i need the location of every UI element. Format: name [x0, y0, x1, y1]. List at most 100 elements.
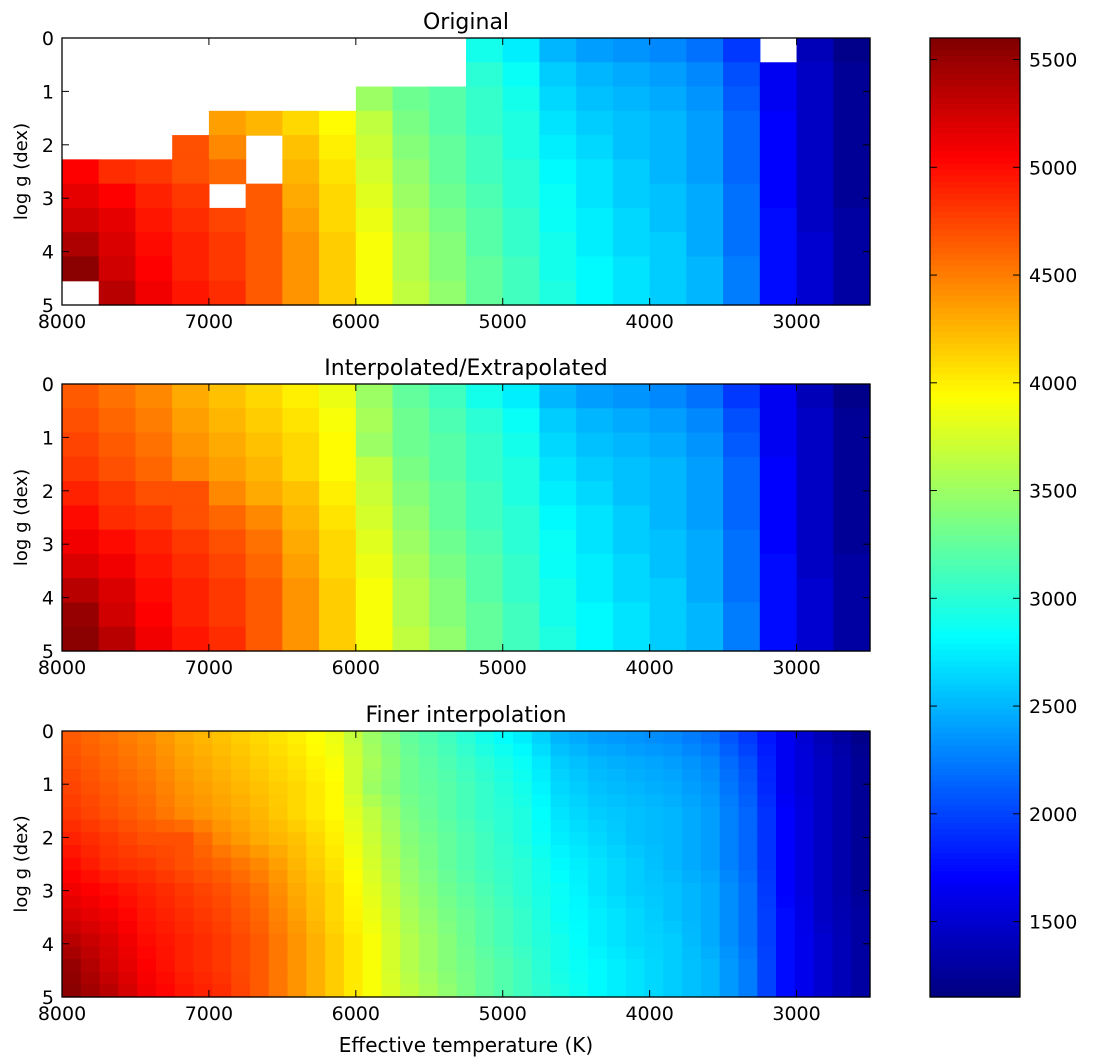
heatmap-cell — [494, 959, 514, 973]
heatmap-cell — [249, 743, 270, 757]
colorbar-segment — [930, 79, 1020, 87]
heatmap-cell — [512, 870, 533, 884]
heatmap-cell — [456, 857, 476, 871]
heatmap-cell — [738, 743, 758, 757]
heatmap-cell — [362, 743, 383, 757]
heatmap-cell — [466, 456, 504, 482]
heatmap-cell — [494, 921, 514, 935]
heatmap-cell — [355, 602, 394, 628]
heatmap-cell — [832, 895, 852, 909]
heatmap-cell — [193, 959, 213, 973]
heatmap-cell — [155, 984, 176, 998]
heatmap-cell — [663, 743, 683, 757]
heatmap-cell — [193, 933, 213, 947]
heatmap-cell — [686, 110, 724, 136]
heatmap-cell — [644, 971, 664, 985]
heatmap-cell — [649, 110, 687, 136]
colorbar-segment — [930, 955, 1020, 962]
heatmap-cell — [663, 971, 683, 985]
heatmap-cell — [212, 921, 232, 935]
heatmap-cell — [851, 794, 871, 808]
x-tick-label: 3000 — [772, 311, 820, 333]
heatmap-cell — [700, 832, 721, 846]
heatmap-cell — [833, 256, 871, 282]
heatmap-cell — [287, 971, 307, 985]
heatmap-cell — [794, 870, 815, 884]
heatmap-cell — [475, 933, 495, 947]
heatmap-cell — [686, 183, 724, 209]
colorbar-segment — [930, 493, 1020, 501]
heatmap-cell — [466, 110, 504, 136]
heatmap-cell — [851, 908, 871, 922]
colorbar-segment — [930, 415, 1020, 423]
heatmap-cell — [539, 456, 577, 482]
heatmap-cell — [719, 731, 740, 745]
heatmap-cell — [362, 781, 383, 795]
colorbar-segment — [930, 871, 1020, 878]
heatmap-cell — [832, 933, 852, 947]
heatmap-cell — [172, 578, 210, 604]
heatmap-cell — [419, 946, 439, 960]
heatmap-cell — [776, 921, 796, 935]
heatmap-cell — [512, 845, 533, 859]
heatmap-cell — [62, 432, 100, 458]
colorbar-segment — [930, 895, 1020, 902]
heatmap-cell — [212, 807, 232, 821]
heatmap-cell — [118, 743, 138, 757]
heatmap-cell — [456, 807, 476, 821]
heatmap-cell — [325, 971, 345, 985]
heatmap-cell — [306, 908, 326, 922]
heatmap-cell — [268, 832, 289, 846]
heatmap-cell — [686, 62, 724, 88]
colorbar-segment — [930, 685, 1020, 692]
heatmap-cell — [700, 946, 721, 960]
heatmap-cell — [663, 870, 683, 884]
heatmap-cell — [719, 933, 740, 947]
heatmap-cell — [833, 86, 871, 112]
heatmap-cell — [531, 832, 552, 846]
heatmap-cell — [362, 769, 383, 783]
heatmap-cell — [723, 110, 761, 136]
heatmap-cell — [531, 984, 552, 998]
heatmap-cell — [796, 408, 834, 434]
heatmap-cell — [851, 769, 871, 783]
heatmap-cell — [539, 432, 577, 458]
heatmap-cell — [612, 602, 651, 628]
heatmap-cell — [208, 529, 247, 555]
heatmap-cell — [686, 256, 724, 282]
heatmap-cell — [419, 769, 439, 783]
heatmap-cell — [174, 857, 195, 871]
heatmap-cell — [494, 870, 514, 884]
heatmap-cell — [99, 921, 119, 935]
heatmap-cell — [569, 883, 589, 897]
heatmap-cell — [719, 921, 740, 935]
heatmap-cell — [355, 384, 394, 409]
heatmap-cell — [576, 256, 614, 282]
heatmap-cell — [576, 481, 614, 506]
heatmap-cell — [466, 602, 504, 628]
heatmap-cell — [135, 232, 173, 258]
heatmap-cell — [625, 984, 646, 998]
heatmap-cell — [306, 832, 326, 846]
heatmap-cell — [118, 895, 138, 909]
heatmap-cell — [355, 432, 394, 458]
heatmap-cell — [625, 781, 646, 795]
heatmap-cell — [813, 870, 834, 884]
heatmap-cell — [429, 529, 467, 555]
heatmap-cell — [172, 256, 210, 282]
heatmap-cell — [700, 743, 721, 757]
x-tick-label: 5000 — [479, 311, 527, 333]
colorbar-segment — [930, 361, 1020, 369]
heatmap-cell — [118, 756, 138, 770]
heatmap-cell — [569, 731, 589, 745]
heatmap-cell — [569, 933, 589, 947]
heatmap-cell — [137, 883, 157, 897]
heatmap-cell — [832, 794, 852, 808]
heatmap-cell — [249, 959, 270, 973]
heatmap-cell — [80, 731, 101, 745]
heatmap-cell — [759, 159, 798, 185]
heatmap-cell — [663, 845, 683, 859]
heatmap-cell — [569, 819, 589, 833]
heatmap-cell — [531, 921, 552, 935]
heatmap-cell — [343, 832, 364, 846]
